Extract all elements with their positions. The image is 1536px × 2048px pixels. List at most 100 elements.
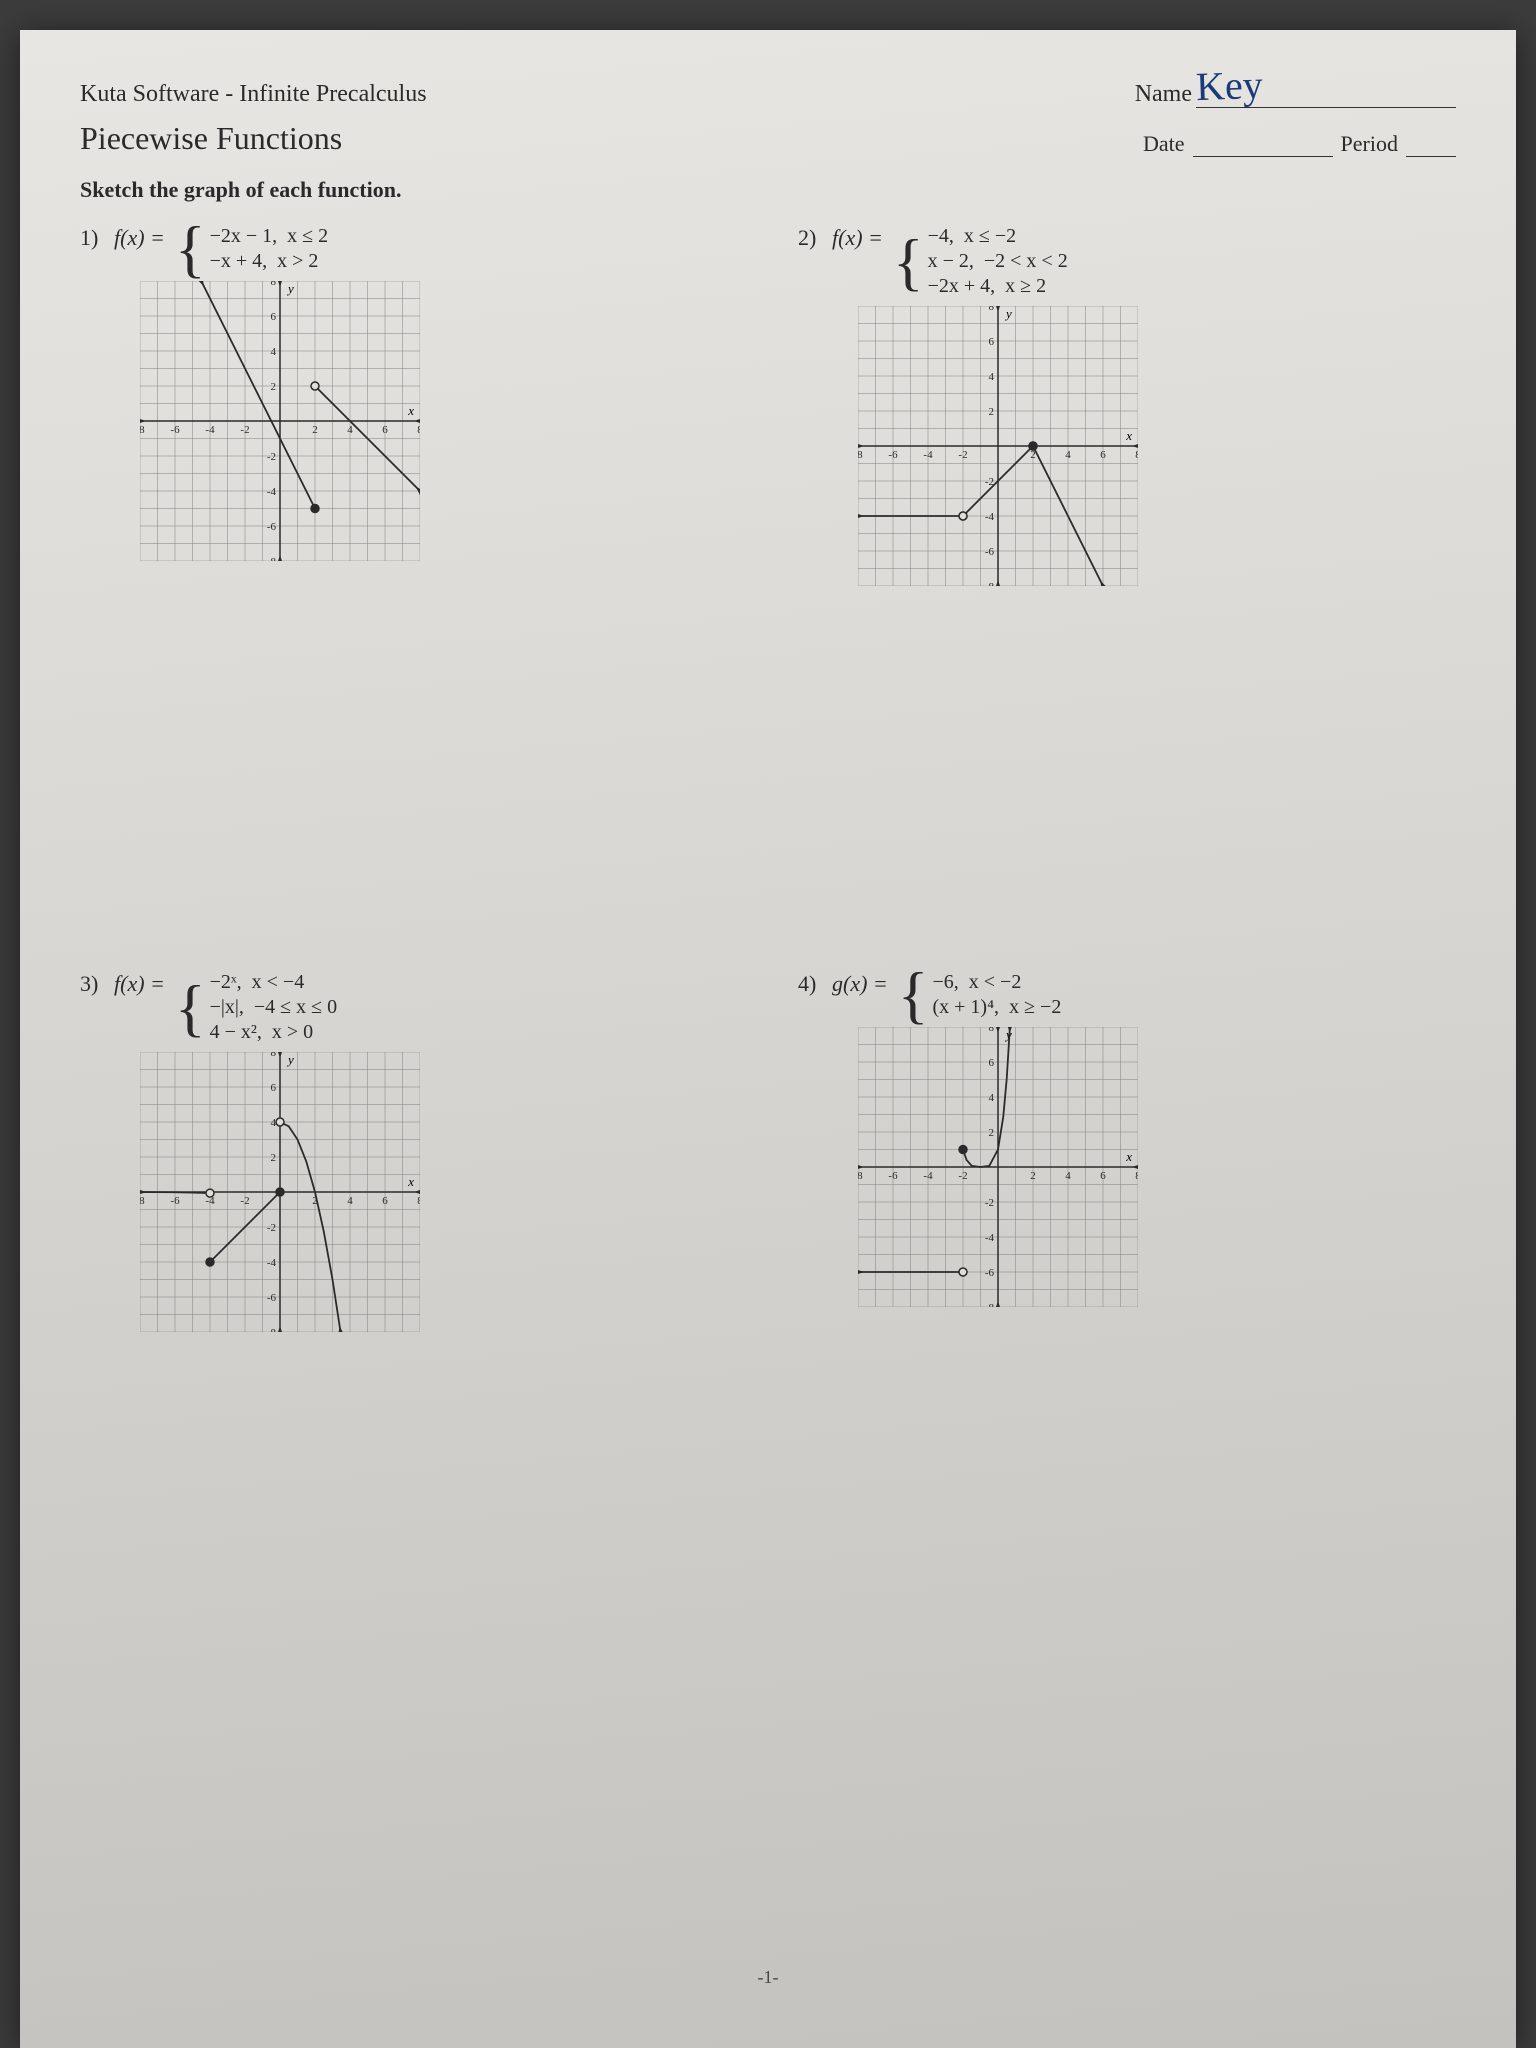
piece: −x + 4,x > 2 [210, 250, 329, 273]
svg-text:-6: -6 [170, 1195, 180, 1207]
svg-text:4: 4 [989, 1092, 995, 1104]
svg-text:4: 4 [347, 1195, 353, 1207]
problem-number: 4) [798, 971, 822, 997]
svg-text:8: 8 [271, 281, 277, 288]
svg-text:-4: -4 [267, 486, 277, 498]
piece-cond: −2 < x < 2 [984, 250, 1068, 272]
piece-cond: x ≤ 2 [287, 225, 328, 247]
svg-text:8: 8 [1135, 1170, 1138, 1182]
svg-text:-8: -8 [985, 581, 995, 586]
svg-text:-2: -2 [958, 449, 967, 461]
svg-text:-2: -2 [267, 451, 276, 463]
piece-cond: x > 2 [277, 250, 318, 272]
graph-wrap: -8-8-6-6-4-4-2-222446688xy [140, 1052, 738, 1337]
piece: −2x + 4, x ≥ 2 [928, 275, 1068, 298]
svg-text:-6: -6 [267, 1292, 277, 1304]
graph: -8-8-6-6-4-4-2-222446688xy [858, 1027, 1138, 1307]
svg-text:-2: -2 [985, 1197, 994, 1209]
problem-number: 1) [80, 225, 104, 251]
piecewise-block: {−6,x < −2(x + 1)⁴, x ≥ −2 [898, 971, 1062, 1019]
svg-text:2: 2 [312, 424, 318, 436]
svg-text:x: x [407, 403, 414, 418]
page-title: Piecewise Functions [80, 120, 342, 157]
period-label: Period [1341, 131, 1398, 157]
piece-expr: −4, [928, 225, 954, 247]
piece-expr: (x + 1)⁴, [932, 996, 999, 1018]
svg-text:4: 4 [989, 371, 995, 383]
svg-text:-8: -8 [985, 1302, 995, 1307]
svg-text:-4: -4 [985, 511, 995, 523]
svg-text:-4: -4 [205, 424, 215, 436]
svg-text:2: 2 [989, 406, 995, 418]
svg-text:4: 4 [1065, 449, 1071, 461]
piece: −|x|,−4 ≤ x ≤ 0 [210, 996, 338, 1019]
piece-expr: −6, [932, 971, 958, 993]
piece: (x + 1)⁴, x ≥ −2 [932, 996, 1061, 1019]
graph: -8-8-6-6-4-4-2-222446688xy [140, 1052, 420, 1332]
piecewise-block: {−4,x ≤ −2x − 2,−2 < x < 2−2x + 4,x ≥ 2 [893, 225, 1068, 298]
svg-text:-6: -6 [888, 449, 898, 461]
date-label: Date [1143, 131, 1185, 157]
problem-number: 2) [798, 225, 822, 251]
problem-label: 2)f(x) ={−4,x ≤ −2x − 2,−2 < x < 2−2x + … [798, 225, 1456, 298]
svg-text:-8: -8 [858, 449, 863, 461]
piecewise-block: {−2x − 1,x ≤ 2−x + 4,x > 2 [175, 225, 328, 273]
piece-cond: x ≥ 2 [1005, 275, 1046, 297]
svg-text:-2: -2 [240, 424, 249, 436]
piece: −2x − 1,x ≤ 2 [210, 225, 329, 248]
graph: -8-8-6-6-4-4-2-222446688xy [858, 306, 1138, 586]
brace-icon: { [893, 244, 924, 279]
svg-text:-6: -6 [888, 1170, 898, 1182]
svg-text:8: 8 [417, 424, 420, 436]
piece-cond: x < −4 [252, 971, 305, 993]
svg-text:-4: -4 [267, 1257, 277, 1269]
svg-text:2: 2 [989, 1127, 995, 1139]
page-footer: -1- [20, 1967, 1516, 1988]
piece-expr: −|x|, [210, 996, 244, 1018]
problems-grid: 1) f(x) = { −2x − 1,x ≤ 2−x + 4,x > 2 -8 -8 -6… [80, 225, 1456, 1337]
instruction: Sketch the graph of each function. [80, 177, 1456, 203]
svg-text:x: x [1125, 428, 1132, 443]
title-row: Piecewise Functions Date Period [80, 120, 1456, 157]
graph-wrap: -8-8-6-6-4-4-2-222446688xy [858, 306, 1456, 591]
svg-text:6: 6 [382, 1195, 388, 1207]
svg-text:8: 8 [271, 1052, 277, 1059]
piece-expr: −2x + 4, [928, 275, 996, 297]
svg-text:-4: -4 [923, 449, 933, 461]
piece-expr: 4 − x², [210, 1021, 262, 1043]
pieces-list: −2ˣ,x < −4−|x|,−4 ≤ x ≤ 04 − x²,x > 0 [210, 971, 338, 1044]
svg-text:6: 6 [271, 1082, 277, 1094]
piece: −6,x < −2 [932, 971, 1061, 994]
svg-text:2: 2 [1030, 1170, 1036, 1182]
piece-cond: x ≥ −2 [1009, 996, 1061, 1018]
function-lhs: f(x) = [114, 225, 165, 251]
problem-label: 1)f(x) ={−2x − 1,x ≤ 2−x + 4,x > 2 [80, 225, 738, 273]
svg-text:-4: -4 [985, 1232, 995, 1244]
problem: 1)f(x) ={−2x − 1,x ≤ 2−x + 4,x > 2-8-8-6… [80, 225, 738, 591]
name-label: Name [1135, 81, 1192, 108]
problem-number: 3) [80, 971, 104, 997]
svg-text:2: 2 [271, 1152, 277, 1164]
svg-text:y: y [286, 1052, 294, 1067]
brace-icon: { [898, 977, 929, 1012]
svg-text:-8: -8 [267, 556, 277, 561]
graph-wrap: -8-8-6-6-4-4-2-222446688xy [140, 281, 738, 566]
piece: −2ˣ, x < −4 [210, 971, 338, 994]
svg-text:6: 6 [382, 424, 388, 436]
worksheet-page: Kuta Software - Infinite Precalculus Nam… [20, 30, 1516, 2048]
svg-text:-8: -8 [858, 1170, 863, 1182]
brace-icon: { [175, 990, 206, 1025]
svg-text:-8: -8 [140, 1195, 145, 1207]
problem: 2)f(x) ={−4,x ≤ −2x − 2,−2 < x < 2−2x + … [798, 225, 1456, 591]
name-block: Name Key [1135, 80, 1456, 108]
software-label: Kuta Software - Infinite Precalculus [80, 81, 427, 108]
piece-expr: −2ˣ, [210, 971, 242, 993]
svg-text:6: 6 [989, 1057, 995, 1069]
svg-text:-8: -8 [267, 1327, 277, 1332]
svg-text:8: 8 [989, 1027, 995, 1034]
svg-text:x: x [1125, 1149, 1132, 1164]
svg-text:6: 6 [1100, 1170, 1106, 1182]
name-value: Key [1195, 61, 1263, 110]
svg-text:4: 4 [1065, 1170, 1071, 1182]
svg-text:-2: -2 [267, 1222, 276, 1234]
